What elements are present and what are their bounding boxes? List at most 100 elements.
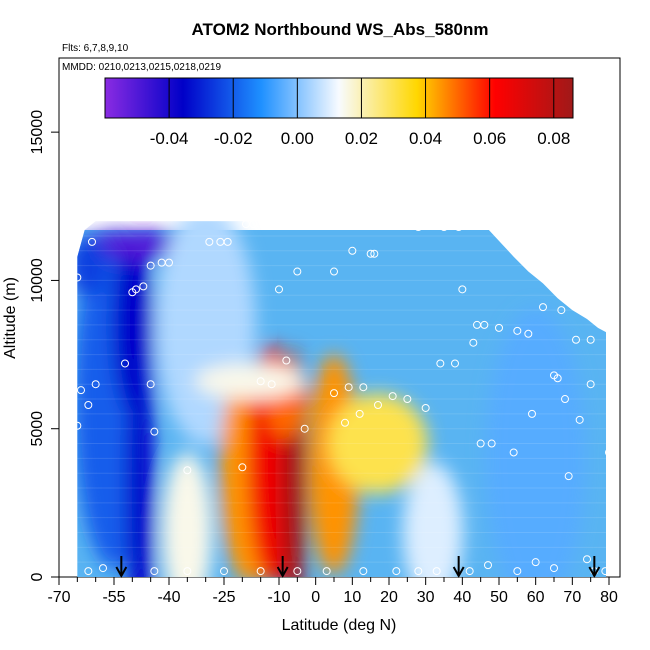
sample-point [524,329,533,338]
sample-point [484,561,492,570]
sample-point [414,567,423,576]
sample-point [359,383,368,392]
yellow-north [328,393,428,494]
y-tick-label: 0 [29,572,46,581]
x-tick-label: 50 [490,589,508,606]
sample-point [330,389,338,398]
colorbar [104,77,574,119]
x-tick-label: 40 [453,589,471,606]
y-axis: 0 5000 10000 15000 [29,110,59,581]
sample-point [392,567,401,576]
profile-arrow [588,556,601,579]
sample-point [344,383,353,392]
x-tick-label: -55 [102,589,125,606]
sample-point [454,223,463,232]
sample-point [513,567,522,576]
x-tick-label: 10 [343,589,361,606]
colorbar-tick-label: 0.08 [537,129,570,148]
sample-point [528,409,536,418]
sample-point [73,421,82,430]
sample-point [487,439,496,448]
northern-background [485,308,586,577]
heatmap [77,221,606,577]
x-tick-label: -25 [212,589,235,606]
sample-point [432,567,441,576]
sample-point [495,323,503,332]
blue-band-mid [112,234,153,415]
dates-label: MMDD: 0210,0213,0215,0218,0219 [62,62,221,73]
sample-point [242,220,250,229]
sample-points [66,220,613,576]
sample-point [601,567,610,576]
sample-point [220,567,228,576]
flights-label: Flts: 6,7,8,9,10 [62,43,129,54]
sample-point [267,380,276,389]
x-tick-label: 80 [600,589,618,606]
sample-point [84,400,93,409]
sample-point [341,418,349,427]
colorbar-tick-label: -0.02 [214,129,253,148]
sample-point [374,400,382,409]
sample-point [330,267,338,276]
sample-point [436,359,445,368]
sample-point [553,374,562,383]
sample-point [348,246,357,255]
x-tick-label: 60 [527,589,545,606]
y-axis-label: Altitude (m) [2,277,19,359]
profile-markers [115,556,601,579]
sample-point [605,320,613,329]
sample-point [275,285,283,294]
sample-point [150,427,159,436]
sample-point [80,220,89,229]
sample-point [264,220,272,229]
x-axis: -70 -55 -40 -25 -10 0 10 20 30 40 50 60 70 80 [47,577,618,606]
y-tick-label: 15000 [29,110,46,155]
sample-point [256,377,265,386]
sample-point [476,439,485,448]
sample-point [293,567,302,576]
sample-point [572,335,580,344]
profile-arrow [276,556,289,579]
sample-point [440,223,448,232]
sample-point [146,380,155,389]
x-tick-label: -10 [267,589,290,606]
profile-arrow [115,556,128,579]
sample-point [223,237,232,246]
sample-point [366,249,375,258]
colorbar-ticks: -0.04 -0.02 0.00 0.02 0.04 0.06 0.08 [150,78,570,148]
x-tick-label: -70 [47,589,70,606]
sample-point [300,424,309,433]
sample-point [370,249,379,258]
x-tick-label: 0 [311,589,320,606]
pale-layer [194,363,305,400]
x-tick-label: 20 [380,589,398,606]
sample-point [388,392,397,401]
sample-point [465,567,474,576]
sample-point [414,223,423,232]
sample-point [293,267,302,276]
sample-point [451,359,459,368]
profile-arrow [452,556,465,579]
sample-point [586,335,595,344]
sample-point [66,564,74,573]
colorbar-tick-label: 0.06 [473,129,506,148]
colorbar-tick-label: 0.00 [281,129,314,148]
sample-point [575,415,584,424]
sample-point [564,472,573,481]
sample-point [469,338,478,347]
sample-point [150,567,159,576]
chart-title: ATOM2 Northbound WS_Abs_580nm [192,20,489,39]
sample-point [146,261,155,270]
sample-point [77,386,85,395]
sample-point [355,409,364,418]
sample-point [539,303,547,312]
pale-lower [162,452,213,577]
sample-point [513,326,522,335]
x-axis-label: Latitude (deg N) [282,617,397,634]
y-tick-label: 10000 [29,258,46,303]
colorbar-tick-label: 0.02 [345,129,378,148]
sample-point [531,558,540,567]
sample-point [586,380,595,389]
sample-point [88,237,96,246]
